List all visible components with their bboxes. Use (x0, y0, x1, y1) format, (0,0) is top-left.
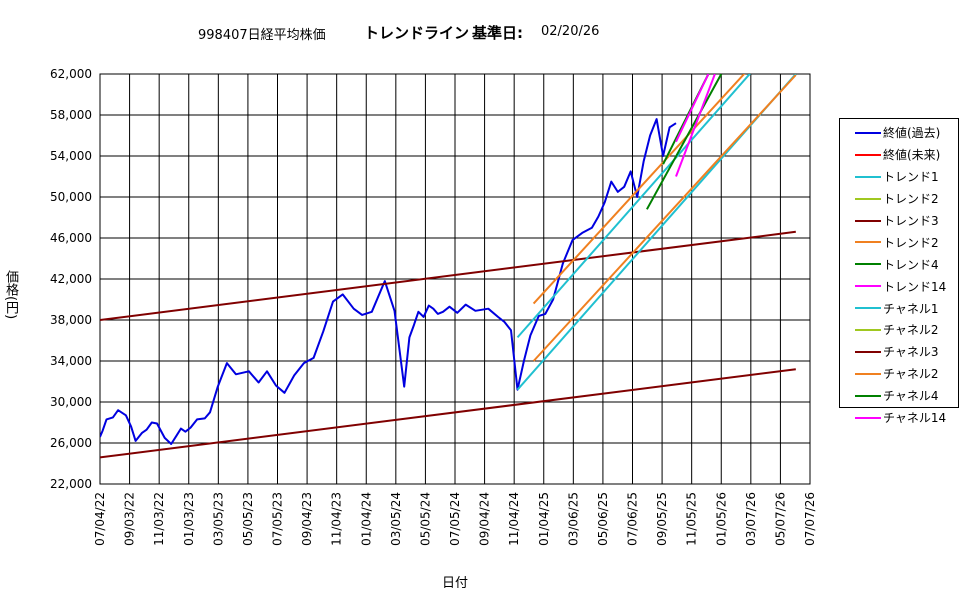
legend-item: チャネル14 (840, 407, 958, 429)
legend-swatch (855, 395, 881, 397)
legend-swatch (855, 329, 881, 331)
legend-swatch (855, 373, 881, 375)
legend-swatch (855, 351, 881, 353)
y-tick-label: 46,000 (50, 231, 92, 245)
legend-label: 終値(過去) (883, 124, 940, 141)
x-tick-label: 11/04/23 (330, 492, 344, 546)
x-tick-label: 09/03/22 (123, 492, 137, 546)
y-tick-label: 54,000 (50, 149, 92, 163)
legend-label: チャネル4 (883, 387, 939, 404)
x-tick-label: 11/05/25 (685, 492, 699, 546)
legend-label: チャネル1 (883, 300, 939, 317)
legend-swatch (855, 154, 881, 156)
legend-label: チャネル2 (883, 321, 939, 338)
legend-label: トレンド1 (883, 168, 939, 185)
y-tick-label: 26,000 (50, 436, 92, 450)
x-tick-label: 01/04/25 (537, 492, 551, 546)
legend-label: チャネル3 (883, 343, 939, 360)
x-tick-label: 11/03/22 (152, 492, 166, 546)
legend-item: 終値(未来) (840, 144, 958, 166)
y-tick-label: 30,000 (50, 395, 92, 409)
legend-item: トレンド1 (840, 166, 958, 188)
legend-label: トレンド2 (883, 190, 939, 207)
legend-item: トレンド4 (840, 253, 958, 275)
y-tick-label: 38,000 (50, 313, 92, 327)
x-tick-label: 07/05/24 (448, 492, 462, 546)
legend-item: 終値(過去) (840, 122, 958, 144)
legend-swatch (855, 241, 881, 243)
legend-swatch (855, 198, 881, 200)
legend-swatch (855, 132, 881, 134)
legend-swatch (855, 176, 881, 178)
legend-label: トレンド2 (883, 234, 939, 251)
legend-label: トレンド4 (883, 256, 939, 273)
x-tick-label: 09/05/25 (655, 492, 669, 546)
y-tick-label: 42,000 (50, 272, 92, 286)
legend-item: チャネル2 (840, 319, 958, 341)
x-tick-label: 03/05/23 (211, 492, 225, 546)
x-tick-label: 05/05/24 (418, 492, 432, 546)
legend-swatch (855, 417, 881, 419)
y-tick-label: 58,000 (50, 108, 92, 122)
x-tick-label: 09/04/23 (300, 492, 314, 546)
legend-item: チャネル2 (840, 363, 958, 385)
legend-item: チャネル1 (840, 297, 958, 319)
legend-item: トレンド2 (840, 231, 958, 253)
x-tick-label: 05/06/25 (596, 492, 610, 546)
x-tick-label: 03/05/24 (389, 492, 403, 546)
legend-item: チャネル3 (840, 341, 958, 363)
legend: 終値(過去) 終値(未来) トレンド1 トレンド2 トレンド3 トレンド2 トレンド4 トレン… (839, 118, 959, 408)
x-tick-label: 07/05/23 (271, 492, 285, 546)
x-tick-label: 05/05/23 (241, 492, 255, 546)
legend-swatch (855, 220, 881, 222)
x-tick-label: 11/04/24 (507, 492, 521, 546)
y-tick-label: 50,000 (50, 190, 92, 204)
y-tick-label: 22,000 (50, 477, 92, 491)
legend-label: チャネル14 (883, 409, 946, 426)
legend-item: トレンド14 (840, 275, 958, 297)
x-tick-label: 01/03/23 (182, 492, 196, 546)
legend-swatch (855, 307, 881, 309)
y-tick-label: 62,000 (50, 67, 92, 81)
y-axis-label: 価格(円) (0, 270, 20, 319)
legend-swatch (855, 263, 881, 265)
legend-label: チャネル2 (883, 365, 939, 382)
x-tick-label: 01/04/24 (359, 492, 373, 546)
y-tick-label: 34,000 (50, 354, 92, 368)
legend-swatch (855, 285, 881, 287)
x-tick-label: 07/04/22 (93, 492, 107, 546)
x-tick-label: 01/05/26 (714, 492, 728, 546)
x-tick-label: 03/06/25 (566, 492, 580, 546)
x-axis-label: 日付 (442, 572, 468, 591)
legend-label: トレンド14 (883, 278, 946, 295)
legend-item: トレンド2 (840, 188, 958, 210)
legend-label: トレンド3 (883, 212, 939, 229)
x-tick-label: 07/07/26 (803, 492, 817, 546)
legend-item: トレンド3 (840, 210, 958, 232)
x-tick-label: 03/07/26 (744, 492, 758, 546)
x-tick-label: 09/04/24 (478, 492, 492, 546)
x-tick-label: 05/07/26 (773, 492, 787, 546)
x-tick-label: 07/06/25 (626, 492, 640, 546)
legend-item: チャネル4 (840, 385, 958, 407)
legend-label: 終値(未来) (883, 146, 940, 163)
